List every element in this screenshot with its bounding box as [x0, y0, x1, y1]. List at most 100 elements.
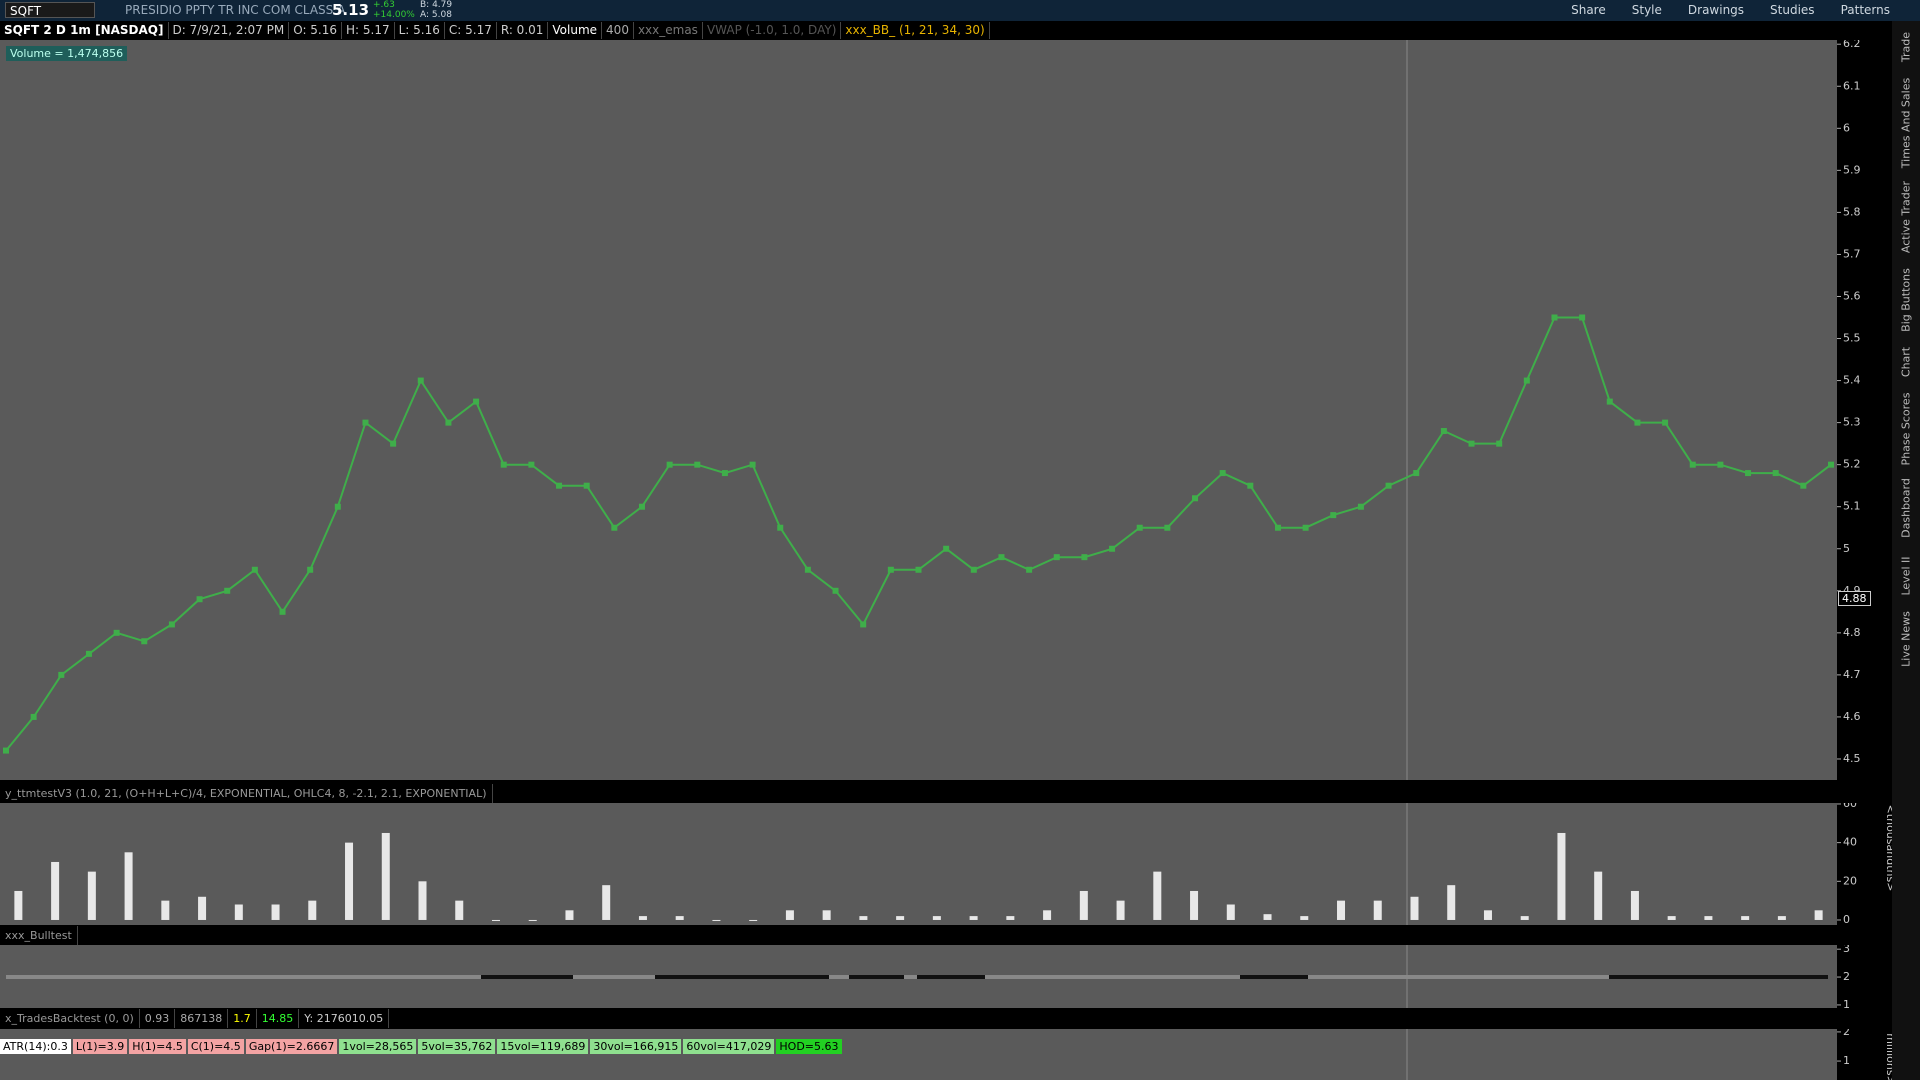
price-point	[445, 419, 452, 426]
y-tick-label: 0	[1843, 913, 1850, 925]
y-tick-label: 5.7	[1843, 247, 1861, 260]
histogram-bar	[602, 885, 611, 920]
side-tab[interactable]: Phase Scores	[1899, 392, 1913, 466]
backtest-title: 867138	[175, 1009, 229, 1028]
price-point	[1330, 512, 1337, 519]
side-tab[interactable]: Level II	[1899, 556, 1913, 596]
toolbar-button[interactable]: Drawings	[1687, 3, 1745, 17]
info-item[interactable]: xxx_BB_ (1, 21, 34, 30)	[841, 22, 990, 39]
last-price: 5.13	[332, 1, 370, 19]
info-item[interactable]: xxx_emas	[634, 22, 703, 39]
backtest-label: C(1)=4.5	[187, 1039, 244, 1054]
company: PRESIDIO PPTY TR INC COM CLASS A	[125, 3, 346, 17]
price-point	[168, 621, 175, 628]
price-chart: 6.26.165.95.85.75.65.55.45.35.25.154.94.…	[0, 40, 1892, 784]
backtest-label: H(1)=4.5	[129, 1039, 186, 1054]
price-point	[556, 482, 563, 489]
price-point	[887, 566, 894, 573]
price-point	[1828, 461, 1834, 468]
y-tick-label: 40	[1843, 836, 1857, 849]
histogram-bar	[198, 896, 207, 920]
backtest-label: L(1)=3.9	[72, 1039, 128, 1054]
side-tab[interactable]: Active Trader	[1899, 180, 1913, 254]
toolbar-button[interactable]: Share	[1571, 3, 1606, 17]
side-tab[interactable]: Chart	[1899, 346, 1913, 378]
histogram-bar	[345, 842, 354, 920]
y-tick-label: 4.5	[1843, 752, 1861, 765]
price-point	[1136, 524, 1143, 531]
histogram-bar	[785, 910, 794, 920]
price-point	[473, 398, 480, 405]
y-tick-label: 2	[1843, 1029, 1850, 1038]
histogram-bar	[1006, 916, 1015, 920]
price-point	[251, 566, 258, 573]
histogram-bar	[308, 900, 317, 920]
price-point	[3, 747, 9, 754]
histogram-bar	[1777, 916, 1786, 920]
price-point	[832, 587, 839, 594]
info-item: R: 0.01	[497, 22, 549, 39]
y-tick-label: 5.3	[1843, 416, 1861, 429]
plot-bg	[0, 40, 1837, 780]
side-tab[interactable]: Times And Sales	[1899, 77, 1913, 169]
info-item: D: 7/9/21, 2:07 PM	[169, 22, 290, 39]
backtest-label: 30vol=166,915	[590, 1039, 682, 1054]
price-point	[390, 440, 397, 447]
bid: B: 4.79	[420, 0, 453, 10]
price-point	[1081, 554, 1088, 561]
y-tick-label: 20	[1843, 874, 1857, 887]
price-point	[1357, 503, 1364, 510]
info-item: SQFT 2 D 1m [NASDAQ]	[0, 22, 169, 39]
histogram-bar	[1520, 916, 1529, 920]
backtest-label: 15vol=119,689	[497, 1039, 589, 1054]
price-point	[943, 545, 950, 552]
price-point	[1551, 314, 1558, 321]
info-item[interactable]: Volume	[548, 22, 603, 39]
side-tab[interactable]: Live News	[1899, 611, 1913, 667]
histogram-bar	[87, 871, 96, 920]
price-point	[307, 566, 314, 573]
info-item[interactable]: 400	[602, 22, 634, 39]
toolbar: SQFT PRESIDIO PPTY TR INC COM CLASS A 5.…	[0, 0, 1920, 21]
toolbar-button[interactable]: Patterns	[1840, 3, 1890, 17]
oscillator: <thousandths> 60 40 20 0	[0, 803, 1892, 925]
histogram-bar	[859, 916, 868, 920]
backtest-title: 14.85	[257, 1009, 300, 1028]
histogram-bar	[271, 904, 280, 920]
price-point	[279, 608, 286, 615]
volume-label: Volume = 1,474,856	[6, 46, 128, 61]
toolbar-button[interactable]: Studies	[1770, 3, 1815, 17]
price-point	[1413, 470, 1420, 477]
histogram-bar	[1226, 904, 1235, 920]
price-point	[998, 554, 1005, 561]
toolbar-button[interactable]: Style	[1631, 3, 1662, 17]
price-point	[1164, 524, 1171, 531]
histogram-bar	[932, 916, 941, 920]
price-point	[666, 461, 673, 468]
price-point	[611, 524, 618, 531]
info-item: C: 5.17	[445, 22, 497, 39]
price-point	[1468, 440, 1475, 447]
backtest-label: Gap(1)=2.6667	[245, 1039, 338, 1054]
side-tab[interactable]: Dashboard	[1899, 478, 1913, 538]
price-point	[85, 650, 92, 657]
price-point	[1606, 398, 1613, 405]
price-point	[638, 503, 645, 510]
y-axis-label: millions>	[1884, 1033, 1892, 1080]
histogram-bar	[1704, 916, 1713, 920]
backtest-title: Y: 2176010.05	[299, 1009, 390, 1028]
price-point	[1662, 419, 1669, 426]
price-point	[1247, 482, 1254, 489]
price-point	[1440, 428, 1447, 435]
histogram-bar	[1741, 916, 1750, 920]
price-point	[1109, 545, 1116, 552]
side-tab[interactable]: Big Buttons	[1899, 268, 1913, 332]
price-point	[1745, 470, 1752, 477]
histogram-bar	[1337, 900, 1346, 920]
price-point	[1772, 470, 1779, 477]
y-tick-label: 60	[1843, 803, 1857, 810]
side-tab[interactable]: Trade	[1899, 31, 1913, 63]
price-point	[804, 566, 811, 573]
info-item[interactable]: VWAP (-1.0, 1.0, DAY)	[703, 22, 842, 39]
symbol-box[interactable]: SQFT	[5, 2, 95, 18]
